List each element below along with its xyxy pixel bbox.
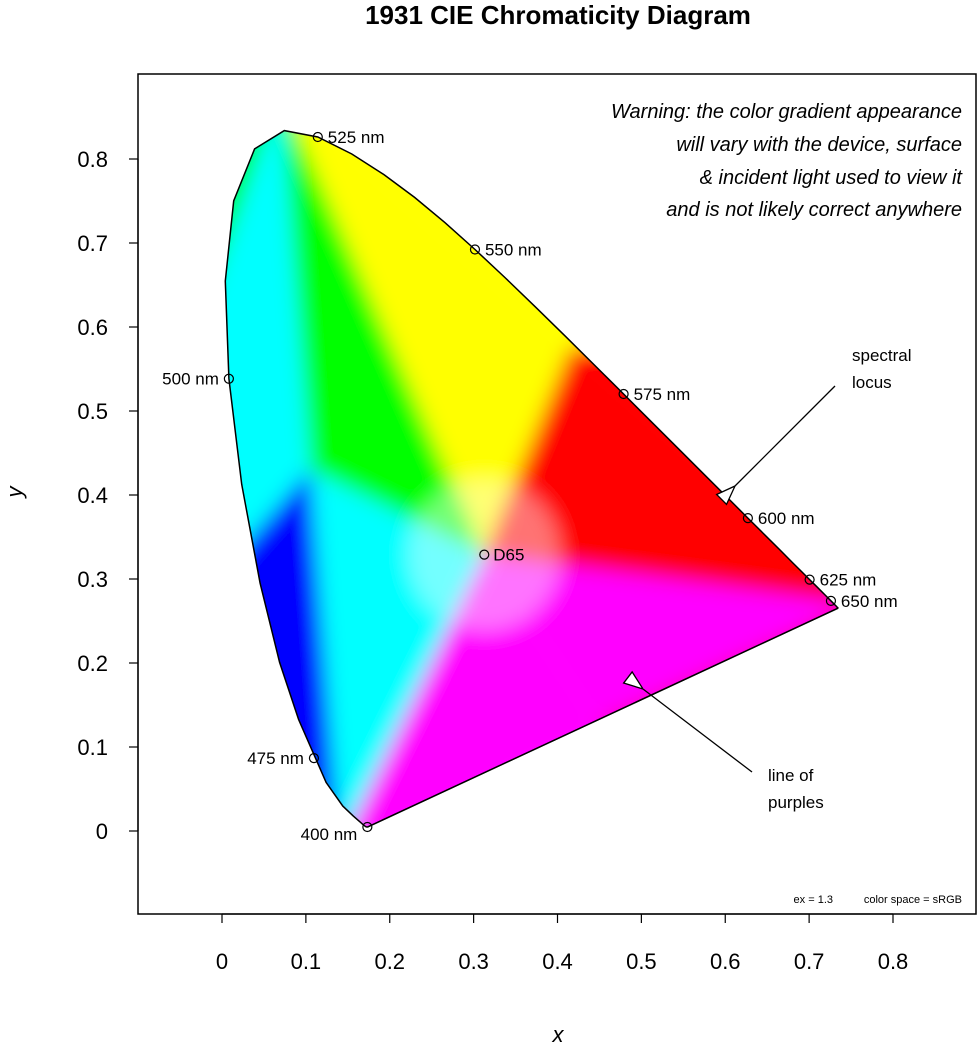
y-tick-label: 0.6 xyxy=(77,315,108,340)
wavelength-marker xyxy=(308,752,320,764)
wavelength-label: 475 nm xyxy=(247,749,304,768)
spectral-locus-label-line-1: spectral xyxy=(852,346,912,365)
wavelength-marker xyxy=(312,131,323,143)
y-tick-label: 0.2 xyxy=(77,651,108,676)
line-of-purples-label-line-1: line of xyxy=(768,766,814,785)
chart-title: 1931 CIE Chromaticity Diagram xyxy=(365,0,751,30)
line-of-purples-label-line-2: purples xyxy=(768,793,824,812)
wavelength-marker xyxy=(362,821,373,833)
wavelength-marker xyxy=(825,595,837,606)
d65-marker xyxy=(479,549,490,560)
wavelength-label: 525 nm xyxy=(328,128,385,147)
x-tick-label: 0.4 xyxy=(542,949,573,974)
gradient-patch xyxy=(280,130,485,555)
axes: 0 0.1 0.2 0.3 0.4 0.5 0.6 0.7 0.8 0 0.1 0.2 0.3 0.4 0.… xyxy=(77,147,908,974)
x-tick-label: 0.2 xyxy=(374,949,405,974)
x-tick-label: 0.1 xyxy=(291,949,322,974)
wavelength-label: 600 nm xyxy=(758,509,815,528)
footer-ex: ex = 1.3 xyxy=(794,894,833,906)
line-of-purples-annotation: line of purples xyxy=(643,689,824,812)
y-tick-label: 0.3 xyxy=(77,567,108,592)
warning-line-2: will vary with the device, surface xyxy=(676,134,962,156)
gradient-patch xyxy=(225,130,311,663)
d65-label: D65 xyxy=(493,546,524,565)
warning-line-1: Warning: the color gradient appearance xyxy=(611,101,962,123)
x-axis-label: x xyxy=(552,1022,565,1047)
y-tick-label: 0.1 xyxy=(77,735,108,760)
x-tick-label: 0.7 xyxy=(794,949,825,974)
gradient-patch xyxy=(484,348,839,605)
wavelength-label: 650 nm xyxy=(841,592,898,611)
y-tick-label: 0.5 xyxy=(77,399,108,424)
wavelength-label: 575 nm xyxy=(634,385,691,404)
warning-line-4: and is not likely correct anywhere xyxy=(666,199,962,221)
x-tick-label: 0.5 xyxy=(626,949,657,974)
wavelength-marker xyxy=(469,244,481,255)
white-center-glow xyxy=(409,479,560,630)
x-tick-label: 0.6 xyxy=(710,949,741,974)
x-tick-label: 0 xyxy=(216,949,228,974)
color-gradient xyxy=(138,33,839,828)
y-tick-label: 0 xyxy=(96,819,108,844)
wavelength-label: 400 nm xyxy=(301,825,358,844)
warning-note: Warning: the color gradient appearance w… xyxy=(611,101,963,221)
y-axis-label: y xyxy=(2,485,27,500)
wavelength-label: 500 nm xyxy=(162,370,219,389)
line-of-purples xyxy=(367,607,839,828)
wavelength-marker xyxy=(804,574,815,585)
y-tick-label: 0.4 xyxy=(77,483,108,508)
line-of-purples-arrow xyxy=(643,689,753,773)
wavelength-marker xyxy=(618,388,629,400)
wavelength-marker xyxy=(742,512,753,524)
x-tick-label: 0.3 xyxy=(458,949,489,974)
spectral-locus-label-line-2: locus xyxy=(852,373,892,392)
gradient-patch xyxy=(138,33,725,92)
gradient-patch xyxy=(484,554,839,726)
spectral-locus-annotation: spectral locus xyxy=(735,346,912,486)
y-tick-label: 0.7 xyxy=(77,231,108,256)
wavelength-marker xyxy=(223,373,234,384)
wavelength-label: 625 nm xyxy=(820,571,877,590)
x-tick-label: 0.8 xyxy=(878,949,909,974)
spectral-locus-arrow xyxy=(735,385,836,486)
wavelength-points: 400 nm 475 nm 500 nm 525 nm 550 nm 575 nm 600 … xyxy=(162,128,897,844)
footer-color-space: color space = sRGB xyxy=(864,894,962,906)
y-tick-label: 0.8 xyxy=(77,147,108,172)
gradient-patch xyxy=(339,554,600,828)
gradient-patch xyxy=(225,469,340,828)
gradient-patch xyxy=(280,130,571,555)
gradient-blur-group xyxy=(138,33,839,828)
warning-line-3: & incident light used to view it xyxy=(700,167,964,189)
wavelength-label: 550 nm xyxy=(485,240,542,259)
